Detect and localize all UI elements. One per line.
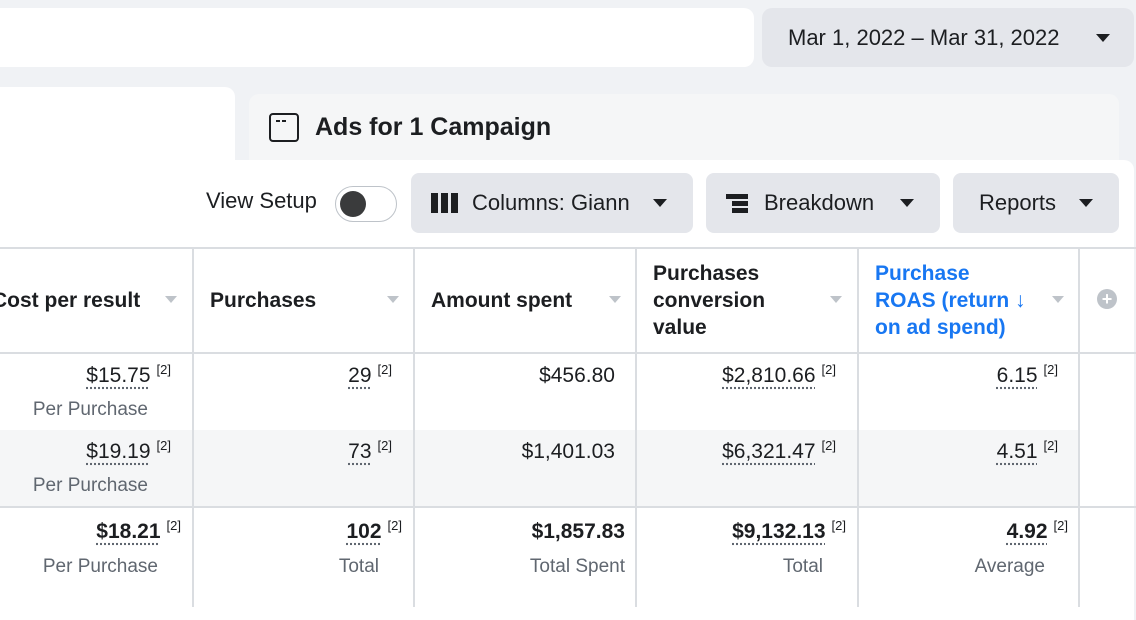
columns-label: Columns: Giann	[472, 190, 630, 215]
amount-spent-total: $1,857.83	[531, 520, 625, 543]
reports-label: Reports	[979, 190, 1057, 215]
amount-spent-cell: $456.80	[539, 364, 615, 387]
footnote: [2]	[166, 518, 181, 533]
conversion-value-total: $9,132.13 [2]	[732, 518, 846, 544]
cell-value: 73	[348, 440, 372, 463]
header-line: ROAS (return ↓	[875, 288, 1026, 312]
roas-cell: 6.15 [2]	[996, 362, 1058, 388]
header-label: Amount spent	[431, 288, 573, 312]
cell-value: $15.75	[86, 364, 151, 387]
columns-button[interactable]: Columns: Giann	[411, 173, 693, 233]
divider	[0, 506, 1136, 508]
cell-value: $18.21	[96, 520, 161, 543]
sort-icon[interactable]	[830, 296, 842, 303]
sort-icon[interactable]	[1052, 296, 1064, 303]
view-setup-label: View Setup	[206, 188, 317, 213]
reports-button[interactable]: Reports	[953, 173, 1119, 233]
cost-per-result-cell: $15.75 [2]	[86, 362, 171, 388]
cost-per-result-total: $18.21 [2]	[96, 518, 181, 544]
footnote: [2]	[156, 362, 171, 377]
roas-cell: 4.51 [2]	[996, 438, 1058, 464]
cell-value: $19.19	[86, 440, 151, 463]
cell-value: $2,810.66	[722, 364, 816, 387]
column-header-amount-spent[interactable]: Amount spent	[431, 249, 635, 351]
breakdown-label: Breakdown	[764, 190, 875, 215]
toggle-knob	[340, 191, 366, 217]
sort-icon[interactable]	[387, 296, 399, 303]
header-label: Purchase ROAS (return ↓ on ad spend)	[875, 260, 1026, 341]
chevron-down-icon	[653, 199, 667, 207]
date-range-label: Mar 1, 2022 – Mar 31, 2022	[788, 24, 1060, 50]
footnote: [2]	[156, 438, 171, 453]
divider	[1078, 247, 1080, 607]
divider	[0, 247, 1136, 249]
roas-total: 4.92 [2]	[1006, 518, 1068, 544]
breakdown-button[interactable]: Breakdown	[706, 173, 940, 233]
divider	[192, 247, 194, 607]
table-panel	[0, 160, 1134, 620]
window-icon	[269, 112, 299, 142]
footnote: [2]	[1053, 518, 1068, 533]
search-bar[interactable]	[0, 8, 754, 67]
cost-sub-label: Per Purchase	[42, 556, 158, 577]
footnote: [2]	[821, 362, 836, 377]
amount-sub-label: Total Spent	[529, 556, 625, 577]
footnote: [2]	[831, 518, 846, 533]
chevron-down-icon	[900, 199, 914, 207]
column-header-conversion-value[interactable]: Purchases conversion value	[653, 249, 857, 351]
chevron-down-icon	[1079, 199, 1093, 207]
header-line: conversion	[653, 288, 766, 312]
date-range-picker[interactable]: Mar 1, 2022 – Mar 31, 2022	[762, 8, 1134, 67]
divider	[413, 247, 415, 607]
table-row-highlight	[0, 430, 1080, 506]
cell-value: 4.51	[996, 440, 1038, 463]
header-label: Purchases conversion value	[653, 260, 765, 341]
breakdown-icon	[726, 193, 748, 213]
tab-ads-title: Ads for 1 Campaign	[315, 112, 552, 141]
header-line: on ad spend)	[875, 315, 1006, 339]
purchases-cell: 29 [2]	[348, 362, 392, 388]
header-line: Purchases	[653, 261, 760, 285]
divider	[857, 247, 859, 607]
cell-value: 4.92	[1006, 520, 1048, 543]
tab-ads[interactable]: Ads for 1 Campaign	[249, 94, 1119, 160]
footnote: [2]	[387, 518, 402, 533]
header-line: value	[653, 315, 707, 339]
divider	[0, 352, 1136, 354]
header-label: Purchases	[210, 288, 317, 312]
conversion-sub-label: Total	[782, 556, 823, 577]
cell-value: 102	[346, 520, 382, 543]
divider	[635, 247, 637, 607]
cell-value: 29	[348, 364, 372, 387]
conversion-value-cell: $6,321.47 [2]	[722, 438, 836, 464]
conversion-value-cell: $2,810.66 [2]	[722, 362, 836, 388]
cost-per-result-cell: $19.19 [2]	[86, 438, 171, 464]
footnote: [2]	[377, 362, 392, 377]
cost-sub-label: Per Purchase	[32, 475, 148, 496]
purchases-sub-label: Total	[338, 556, 379, 577]
roas-sub-label: Average	[974, 556, 1045, 577]
header-label: Cost per result	[0, 288, 141, 312]
add-column-icon[interactable]: +	[1097, 289, 1117, 309]
cell-value: $9,132.13	[732, 520, 826, 543]
footnote: [2]	[821, 438, 836, 453]
header-line: Purchase	[875, 261, 970, 285]
chevron-down-icon	[1096, 34, 1110, 42]
cell-value: 6.15	[996, 364, 1038, 387]
column-header-purchases[interactable]: Purchases	[210, 249, 413, 351]
amount-spent-cell: $1,401.03	[521, 440, 615, 463]
footnote: [2]	[1043, 362, 1058, 377]
column-header-cost-per-result[interactable]: Cost per result	[0, 249, 192, 351]
sort-icon[interactable]	[609, 296, 621, 303]
columns-icon	[431, 193, 458, 213]
footnote: [2]	[1043, 438, 1058, 453]
column-header-roas[interactable]: Purchase ROAS (return ↓ on ad spend)	[875, 249, 1078, 351]
cost-sub-label: Per Purchase	[32, 399, 148, 420]
sort-icon[interactable]	[165, 296, 177, 303]
cell-value: $6,321.47	[722, 440, 816, 463]
footnote: [2]	[377, 438, 392, 453]
purchases-total: 102 [2]	[346, 518, 402, 544]
view-setup-toggle[interactable]	[335, 186, 397, 222]
purchases-cell: 73 [2]	[348, 438, 392, 464]
